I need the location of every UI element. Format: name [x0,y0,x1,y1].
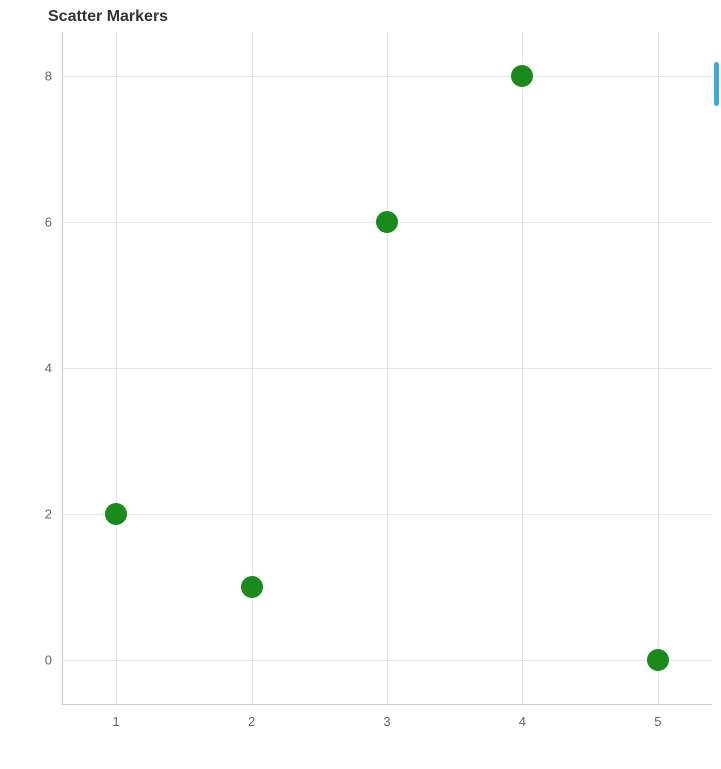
y-gridline [62,368,712,369]
scatter-marker[interactable] [105,503,127,525]
x-tick-label: 5 [654,714,661,729]
y-tick-label: 0 [32,653,52,668]
x-axis-line [62,704,712,705]
y-gridline [62,76,712,77]
x-tick-label: 2 [248,714,255,729]
scatter-marker[interactable] [511,65,533,87]
y-gridline [62,514,712,515]
scatter-marker[interactable] [241,576,263,598]
chart-title: Scatter Markers [48,8,168,26]
y-axis-line [62,32,63,704]
y-gridline [62,660,712,661]
scatter-chart: Scatter Markers 1 2 3 4 5 0 2 4 6 8 [0,0,721,769]
y-tick-label: 2 [32,507,52,522]
y-tick-label: 8 [32,68,52,83]
y-tick-label: 6 [32,214,52,229]
x-tick-label: 3 [383,714,390,729]
legend-accent-bar [714,62,719,106]
plot-area [62,32,712,704]
x-tick-label: 1 [113,714,120,729]
scatter-marker[interactable] [647,649,669,671]
scatter-marker[interactable] [376,211,398,233]
y-tick-label: 4 [32,361,52,376]
x-tick-label: 4 [519,714,526,729]
